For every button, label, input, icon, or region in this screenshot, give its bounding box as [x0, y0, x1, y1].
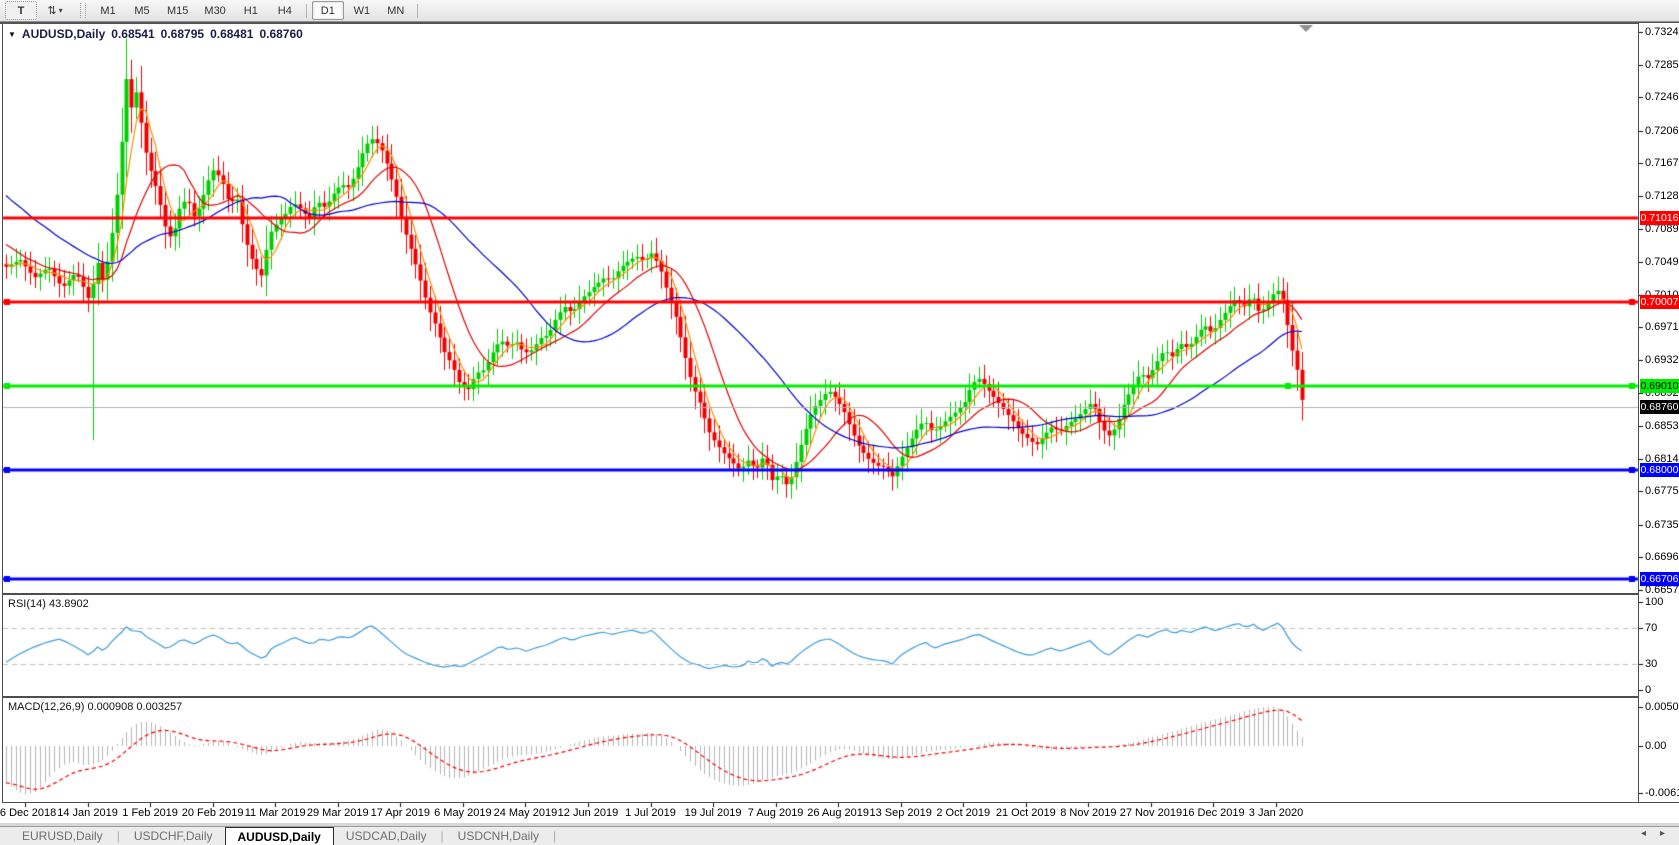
date-tick-label: 27 Nov 2019	[1119, 807, 1183, 819]
chart-symbol: AUDUSD,Daily	[21, 27, 106, 41]
date-tick-label: 21 Oct 2019	[995, 807, 1056, 819]
rsi-pane-divider[interactable]	[2, 593, 1639, 595]
level-price-badge: 0.68000	[1640, 463, 1679, 478]
price-tick-label: 0.66570	[1645, 583, 1679, 596]
date-tick-label: 20 Feb 2019	[181, 807, 244, 819]
date-tick-label: 8 Nov 2019	[1060, 807, 1117, 819]
date-tick-label: 12 Jun 2019	[557, 807, 619, 819]
chart-title: ▼ AUDUSD,Daily 0.68541 0.68795 0.68481 0…	[8, 27, 303, 41]
date-tick-label: 7 Aug 2019	[747, 807, 804, 819]
macd-indicator-label: MACD(12,26,9) 0.000908 0.003257	[8, 701, 183, 713]
current-price-badge: 0.68760	[1640, 399, 1679, 414]
date-tick-label: 14 Jan 2019	[57, 807, 118, 819]
chart-bottom-border	[2, 802, 1679, 803]
tab-scroll-buttons: ◂ ▸	[1641, 828, 1665, 839]
date-tick-label: 6 May 2019	[434, 807, 492, 819]
date-tick-label: 26 Dec 2018	[0, 807, 57, 819]
rsi-tick-label: 0	[1645, 684, 1652, 696]
level-price-badge: 0.69010	[1640, 378, 1679, 393]
level-price-badge: 0.70007	[1640, 295, 1679, 310]
date-tick-label: 26 Aug 2019	[807, 807, 870, 819]
ohlc-low: 0.68481	[210, 27, 254, 41]
date-tick-label: 1 Jul 2019	[625, 807, 676, 819]
ohlc-high: 0.68795	[160, 27, 205, 41]
tab-scroll-right-icon[interactable]: ▸	[1659, 828, 1665, 839]
rsi-tick-label: 100	[1645, 596, 1664, 608]
macd-tick-label: 0.00	[1645, 740, 1667, 752]
date-tick-label: 16 Dec 2019	[1182, 807, 1245, 819]
date-tick-label: 2 Oct 2019	[936, 807, 991, 819]
rsi-tick-label: 70	[1645, 622, 1658, 635]
ohlc-open: 0.68541	[111, 27, 155, 41]
date-tick-label: 29 Mar 2019	[306, 807, 369, 819]
rsi-tick-label: 30	[1645, 657, 1658, 670]
date-tick-label: 11 Mar 2019	[244, 807, 306, 819]
macd-tick-label: 0.005076	[1645, 700, 1679, 713]
date-tick-label: 24 May 2019	[493, 807, 558, 819]
rsi-indicator-label: RSI(14) 43.8902	[8, 598, 89, 610]
date-tick-label: 19 Jul 2019	[684, 807, 742, 819]
axis-separator-line	[1638, 23, 1639, 803]
level-price-badge: 0.66706	[1640, 571, 1679, 586]
ohlc-close: 0.68760	[259, 27, 303, 41]
date-tick-label: 1 Feb 2019	[122, 807, 178, 819]
triangle-down-icon: ▼	[8, 29, 16, 39]
date-tick-label: 3 Jan 2020	[1248, 807, 1304, 819]
level-price-badge: 0.71016	[1640, 211, 1679, 226]
chart-left-border	[2, 23, 3, 803]
macd-pane-divider[interactable]	[2, 696, 1639, 698]
tab-scroll-left-icon[interactable]: ◂	[1640, 828, 1646, 839]
date-tick-label: 13 Sep 2019	[869, 807, 932, 819]
macd-tick-label: -0.00614	[1645, 787, 1679, 800]
date-tick-label: 17 Apr 2019	[370, 807, 430, 819]
